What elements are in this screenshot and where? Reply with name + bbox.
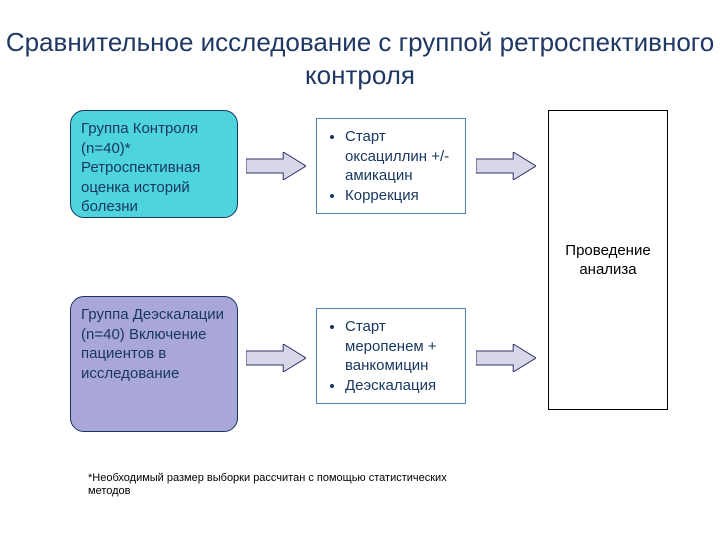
deescalation-group-text: Группа Деэскалации (n=40) Включение паци… (81, 306, 224, 382)
deescalation-treatment-list: Старт меропенем + ванкомицин Деэскалация (327, 317, 455, 395)
page-title: Сравнительное исследование с группой рет… (0, 26, 720, 91)
control-group-box: Группа Контроля (n=40)* Ретроспективная … (70, 110, 238, 218)
list-item: Коррекция (345, 186, 455, 206)
deescalation-group-box: Группа Деэскалации (n=40) Включение паци… (70, 296, 238, 432)
arrow-icon (476, 152, 536, 180)
control-treatment-list: Старт оксациллин +/- амикацин Коррекция (327, 127, 455, 205)
footnote-text: *Необходимый размер выборки рассчитан с … (88, 472, 447, 497)
footnote: *Необходимый размер выборки рассчитан с … (88, 472, 488, 498)
list-item: Старт меропенем + ванкомицин (345, 317, 455, 376)
control-group-text: Группа Контроля (n=40)* Ретроспективная … (81, 120, 200, 215)
control-treatment-box: Старт оксациллин +/- амикацин Коррекция (316, 118, 466, 214)
analysis-box: Проведение анализа (548, 110, 668, 410)
list-item: Старт оксациллин +/- амикацин (345, 127, 455, 186)
title-text: Сравнительное исследование с группой рет… (6, 27, 714, 90)
deescalation-treatment-box: Старт меропенем + ванкомицин Деэскалация (316, 308, 466, 404)
analysis-text: Проведение анализа (559, 241, 657, 280)
arrow-icon (476, 344, 536, 372)
arrow-icon (246, 152, 306, 180)
arrow-icon (246, 344, 306, 372)
list-item: Деэскалация (345, 376, 455, 396)
